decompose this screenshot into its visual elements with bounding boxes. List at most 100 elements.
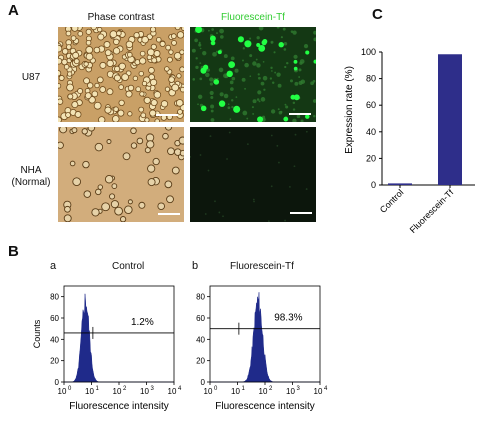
- x-tick-label: Fluorescein-Tf: [408, 187, 456, 235]
- bar-control: [388, 183, 412, 185]
- faint-cell: [284, 219, 286, 222]
- fluorescent-cell: [199, 47, 202, 50]
- scale-bar: [156, 114, 178, 116]
- cell: [156, 36, 162, 43]
- scale-bar: [290, 212, 312, 214]
- cell: [74, 111, 82, 118]
- faint-cell: [226, 158, 228, 160]
- fluorescent-cell: [202, 50, 207, 56]
- y-tick-label: 60: [196, 314, 205, 323]
- row-label-nha: NHA (Normal): [6, 165, 56, 189]
- fluorescent-cell: [198, 41, 201, 44]
- fluorescent-cell: [305, 50, 310, 55]
- fluorescent-cell: [260, 97, 266, 102]
- cell: [101, 202, 111, 212]
- y-axis-label: Counts: [32, 319, 42, 348]
- fluorescent-cell: [293, 66, 298, 71]
- cell: [91, 90, 99, 98]
- cell: [139, 50, 146, 57]
- cell: [77, 30, 84, 37]
- fluorescent-cell: [191, 48, 196, 53]
- fluorescent-cell: [242, 59, 244, 62]
- fluorescent-cell: [286, 61, 289, 65]
- y-tick-label: 80: [196, 293, 205, 302]
- y-tick-label: 0: [55, 378, 60, 387]
- fluorescent-cell: [229, 118, 232, 120]
- fluorescent-cell: [269, 77, 273, 80]
- cell: [119, 216, 127, 222]
- cell: [139, 57, 147, 65]
- cell: [59, 127, 68, 134]
- x-tick-label: 10: [231, 387, 240, 396]
- cell: [106, 59, 114, 68]
- cell: [179, 66, 184, 73]
- column-label-fluorescein: Fluorescein-Tf: [221, 12, 285, 23]
- fluorescent-cell: [230, 87, 234, 91]
- cell: [164, 66, 170, 72]
- fluorescent-cell: [252, 99, 257, 104]
- cell: [175, 99, 184, 107]
- faint-cell: [267, 220, 270, 222]
- faint-cell: [270, 185, 273, 188]
- fluorescent-cell: [313, 37, 316, 42]
- cell: [146, 140, 155, 149]
- cell: [157, 202, 165, 211]
- cell: [149, 109, 157, 117]
- cell: [87, 127, 96, 132]
- cell: [97, 33, 105, 41]
- fluorescent-cell: [216, 77, 219, 80]
- cell: [138, 201, 146, 209]
- cell: [61, 48, 69, 55]
- fluorescent-cell: [198, 43, 202, 47]
- cell: [164, 180, 173, 189]
- cell: [167, 147, 175, 156]
- cell: [61, 58, 68, 66]
- cell: [109, 193, 116, 200]
- fluorescent-cell: [218, 100, 226, 107]
- cell: [117, 109, 125, 117]
- y-tick-label: 60: [366, 100, 376, 110]
- cell: [118, 84, 124, 90]
- fluorescent-cell: [258, 44, 266, 52]
- fluorescent-cell: [219, 92, 224, 97]
- cell: [112, 115, 120, 122]
- cell: [133, 32, 140, 39]
- fluorescent-cell: [285, 105, 289, 109]
- faint-cell: [294, 133, 297, 136]
- cell: [141, 35, 149, 44]
- fluorescent-cell: [282, 27, 286, 31]
- y-tick-label: 0: [371, 180, 376, 190]
- cell: [181, 27, 184, 31]
- cell: [66, 44, 72, 50]
- cell: [83, 77, 90, 85]
- fluorescent-cell: [292, 118, 297, 122]
- fluorescent-cell: [298, 68, 302, 72]
- cell: [96, 76, 104, 84]
- cell: [180, 86, 184, 93]
- fluorescent-cell: [233, 105, 241, 113]
- cell: [64, 205, 71, 213]
- fluorescent-cell: [210, 95, 214, 99]
- fluorescent-cell: [260, 81, 265, 86]
- fluorescent-cell: [237, 36, 244, 43]
- fluorescent-cell: [293, 59, 298, 64]
- cell: [58, 116, 62, 122]
- expression-rate-bar-chart: Expression rate (%) 0 20 40 60 80 100 Control…: [344, 47, 475, 235]
- row-label-u87: U87: [21, 72, 41, 83]
- fluorescent-cell: [270, 66, 273, 70]
- fluorescent-cell: [290, 94, 296, 100]
- fluorescent-cell: [252, 112, 255, 115]
- fluorescent-cell: [217, 50, 222, 55]
- fluorescent-cell: [223, 93, 229, 99]
- fluorescent-cell: [296, 114, 301, 119]
- fluorescent-cell: [219, 35, 224, 39]
- faint-cell: [214, 200, 216, 203]
- fluorescent-cell: [276, 27, 280, 29]
- fluorescent-cell: [313, 30, 316, 35]
- cell: [63, 214, 72, 222]
- fluorescent-cell: [312, 79, 316, 83]
- cell: [116, 30, 122, 37]
- cell: [113, 38, 120, 46]
- cell: [179, 49, 184, 55]
